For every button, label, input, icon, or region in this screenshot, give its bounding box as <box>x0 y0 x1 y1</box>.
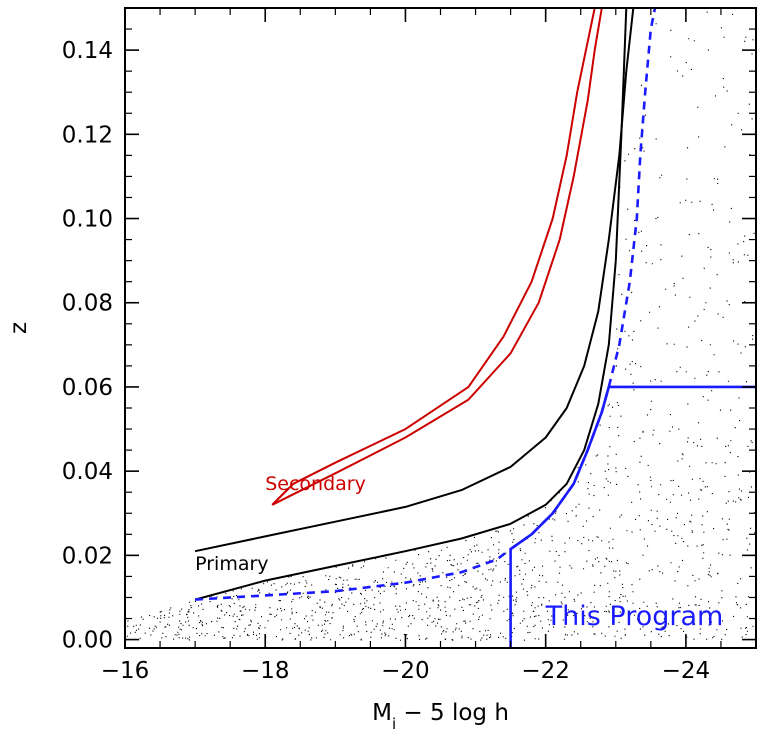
x-tick-label: −20 <box>381 658 430 684</box>
annotation-primary: Primary <box>195 553 268 575</box>
annotations: Primary Secondary This Program <box>195 473 723 632</box>
series-line-4 <box>271 7 596 506</box>
x-tick-label: −24 <box>662 658 711 684</box>
x-tick-label: −22 <box>521 658 570 684</box>
axes: −16 −18 −20 −22 −24 0.00 0.02 0.04 0.06 0.08 0.10 0… <box>62 7 757 684</box>
series-lines <box>194 7 756 648</box>
series-line-5 <box>195 7 657 601</box>
y-tick-label: 0.12 <box>62 122 113 148</box>
x-axis-title: Mi − 5 log h <box>372 700 509 733</box>
series-line-1 <box>194 7 628 601</box>
y-tick-label: 0.00 <box>62 628 113 654</box>
y-tick-label: 0.06 <box>62 375 113 401</box>
x-tick-label: −16 <box>101 658 150 684</box>
annotation-secondary: Secondary <box>265 473 366 495</box>
y-tick-label: 0.04 <box>62 459 113 485</box>
series-line-6 <box>509 385 756 648</box>
y-tick-label: 0.08 <box>62 291 113 317</box>
secondary-tip-connector <box>271 483 294 506</box>
y-tick-label: 0.10 <box>62 207 113 233</box>
y-axis-title: z <box>6 322 32 334</box>
y-tick-label: 0.02 <box>62 543 113 569</box>
plot-frame <box>124 7 757 649</box>
annotation-this-program: This Program <box>545 601 724 632</box>
series-line-2 <box>194 7 635 553</box>
y-tick-label: 0.14 <box>62 38 113 64</box>
x-tick-label: −18 <box>241 658 290 684</box>
series-line-3 <box>271 7 603 506</box>
